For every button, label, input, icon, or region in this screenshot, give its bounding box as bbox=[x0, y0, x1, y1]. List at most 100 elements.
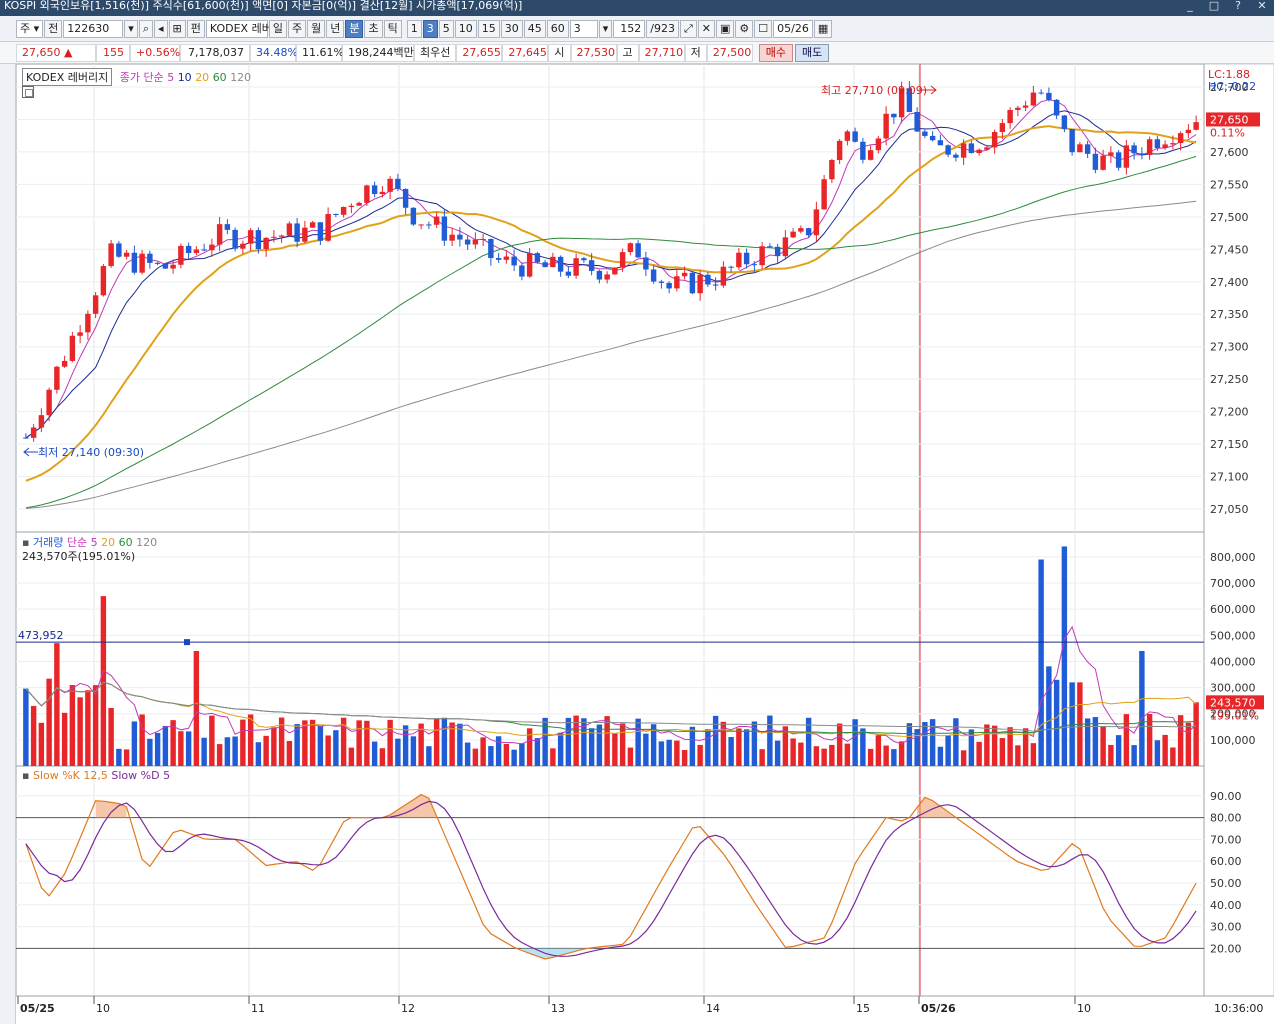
candle-body bbox=[968, 143, 975, 154]
candle-body bbox=[333, 213, 339, 215]
maximize-button[interactable]: □ bbox=[1208, 0, 1220, 12]
last-pct-label: 0.11% bbox=[1210, 126, 1245, 139]
volume-bar bbox=[1069, 682, 1075, 766]
buy-button[interactable]: 매수 bbox=[758, 43, 793, 62]
vol-y-tick-2: 600,000 bbox=[1210, 603, 1256, 616]
candle-body bbox=[464, 239, 471, 245]
volume-bar bbox=[286, 740, 293, 766]
volume-bar bbox=[302, 720, 308, 766]
candle-body bbox=[77, 332, 83, 336]
candle-body bbox=[860, 141, 866, 160]
settings-gear-icon[interactable]: ⚙ bbox=[735, 19, 754, 38]
stoch-y-tick-0: 90.00 bbox=[1210, 790, 1242, 803]
price-y-tick-6: 27,400 bbox=[1210, 276, 1249, 289]
open-label: 시 bbox=[548, 43, 571, 62]
period-tick[interactable]: 틱 bbox=[383, 19, 402, 38]
x-axis-label-5: 14 bbox=[706, 1002, 720, 1015]
date-checkbox[interactable]: ☐ bbox=[754, 19, 773, 38]
volume-bar bbox=[69, 685, 76, 766]
crosshair-icon[interactable]: ✕ bbox=[697, 19, 715, 38]
volume-bar bbox=[255, 742, 262, 766]
candle-body bbox=[844, 131, 851, 141]
candle-body bbox=[309, 222, 316, 228]
minimize-button[interactable]: _ bbox=[1187, 0, 1193, 12]
chart-area[interactable]: 27,700 27,650 27,600 27,550 27,500 27,450 27,4… bbox=[15, 63, 1274, 1027]
interval-45[interactable]: 45 bbox=[523, 19, 546, 38]
calendar-icon[interactable]: ▦ bbox=[813, 19, 833, 38]
fullscreen-icon[interactable]: ⤢ bbox=[679, 19, 697, 38]
candle-body bbox=[263, 237, 269, 250]
close-button[interactable]: ✕ bbox=[1257, 0, 1267, 12]
candle-body bbox=[1154, 139, 1161, 148]
interval-5[interactable]: 5 bbox=[438, 19, 454, 38]
volume-bar bbox=[263, 735, 269, 766]
volume-bar bbox=[511, 749, 517, 766]
price-y-tick-2: 27,600 bbox=[1210, 146, 1249, 159]
volume-bar bbox=[1115, 735, 1122, 766]
volume-bar bbox=[643, 733, 649, 766]
prev-button[interactable]: 전 bbox=[44, 19, 63, 38]
candle-body bbox=[565, 271, 572, 276]
volume-bar bbox=[54, 643, 60, 766]
interval-15[interactable]: 15 bbox=[477, 19, 500, 38]
stock-name: KODEX 레버 bbox=[205, 19, 272, 38]
price-chart-svg[interactable]: 27,700 27,650 27,600 27,550 27,500 27,450 27,4… bbox=[15, 63, 1274, 1024]
window-titlebar: KOSPI 외국인보유[1,516(천)] 주식수[61,600(천)] 액면[… bbox=[0, 0, 1274, 16]
market-select[interactable]: 주 ▾ bbox=[16, 19, 44, 38]
volume-bar bbox=[116, 748, 122, 766]
period-year[interactable]: 년 bbox=[326, 19, 345, 38]
candle-body bbox=[139, 253, 145, 273]
interval-10[interactable]: 10 bbox=[454, 19, 477, 38]
last-price-label: 27,650 bbox=[1210, 113, 1249, 126]
window-controls: _ □ ? ✕ bbox=[1178, 0, 1274, 12]
period-second[interactable]: 초 bbox=[364, 19, 383, 38]
volume-bar bbox=[457, 723, 463, 766]
candle-body bbox=[1115, 152, 1122, 168]
link-icon[interactable]: ⊞ bbox=[168, 19, 186, 38]
price-y-tick-11: 27,150 bbox=[1210, 438, 1249, 451]
volume-bar bbox=[1046, 666, 1052, 766]
code-dropdown-icon[interactable]: ▾ bbox=[124, 19, 138, 38]
candle-body bbox=[209, 244, 215, 251]
best-bid: 27,645 bbox=[502, 43, 549, 62]
candle-body bbox=[945, 145, 951, 155]
volume-bar bbox=[472, 748, 479, 766]
period-minute[interactable]: 분 bbox=[345, 19, 364, 38]
date-input[interactable]: 05/26 bbox=[773, 19, 813, 38]
sell-button[interactable]: 매도 bbox=[795, 43, 830, 62]
candle-body bbox=[1015, 107, 1021, 110]
high-annotation: 최고 27,710 (09:09) bbox=[821, 84, 927, 97]
volume-bar bbox=[1022, 728, 1029, 766]
candle-body bbox=[813, 209, 820, 236]
count-input[interactable]: 152 bbox=[613, 19, 646, 38]
candle-body bbox=[767, 246, 773, 248]
total-count: /923 bbox=[646, 19, 679, 38]
volume-bar bbox=[38, 722, 45, 766]
interval-dropdown-icon[interactable]: ▾ bbox=[598, 19, 613, 38]
speaker-icon[interactable]: ◂ bbox=[153, 19, 168, 38]
search-icon[interactable]: ⌕ bbox=[138, 19, 153, 38]
volume-bar bbox=[650, 724, 657, 766]
candle-body bbox=[836, 140, 843, 161]
period-month[interactable]: 월 bbox=[307, 19, 326, 38]
price-legend-name[interactable]: KODEX 레버리지 bbox=[22, 68, 113, 86]
help-button[interactable]: ? bbox=[1235, 0, 1241, 12]
code-input[interactable]: 122630 bbox=[63, 19, 124, 38]
candle-body bbox=[302, 227, 308, 242]
candle-body bbox=[681, 272, 688, 277]
volume-bar bbox=[891, 749, 897, 766]
save-icon[interactable]: ▣ bbox=[716, 19, 735, 38]
volume-bar bbox=[728, 737, 734, 766]
interval-60[interactable]: 60 bbox=[546, 19, 569, 38]
interval-input[interactable]: 3 bbox=[569, 19, 598, 38]
volume-bar bbox=[635, 718, 641, 766]
period-day[interactable]: 일 bbox=[268, 19, 287, 38]
candle-body bbox=[914, 112, 920, 132]
interval-3[interactable]: 3 bbox=[422, 19, 438, 38]
ma120-line bbox=[25, 200, 1197, 509]
candle-body bbox=[984, 147, 990, 150]
period-week[interactable]: 주 bbox=[287, 19, 307, 38]
interval-1[interactable]: 1 bbox=[406, 19, 422, 38]
interval-30[interactable]: 30 bbox=[500, 19, 523, 38]
panel-settings-icon[interactable] bbox=[22, 86, 34, 98]
